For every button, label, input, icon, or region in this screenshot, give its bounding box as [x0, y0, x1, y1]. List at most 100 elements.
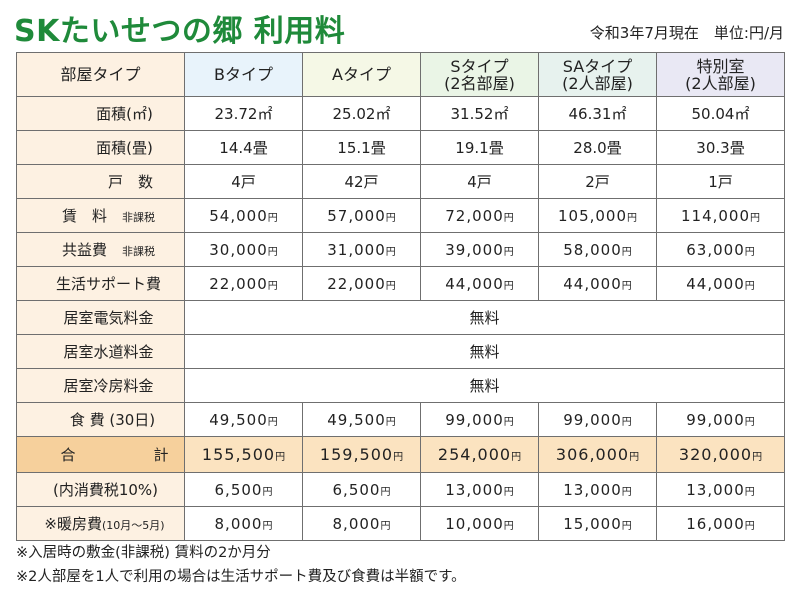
yen-unit: 円	[380, 520, 391, 532]
cell: 8,000円	[302, 506, 421, 541]
yen-unit: 円	[511, 452, 522, 463]
amount: 57,000	[327, 206, 386, 225]
amount: 155,500	[201, 445, 276, 464]
row-water: 居室水道料金 無料	[16, 334, 785, 369]
amount: 44,000	[686, 274, 745, 293]
row-label-text: 共益費	[61, 241, 107, 259]
amount: 99,000	[563, 410, 622, 429]
yen-unit: 円	[267, 416, 278, 428]
yen-unit: 円	[503, 416, 514, 428]
amount: 22,000	[327, 274, 386, 293]
cell: 46.31㎡	[538, 96, 657, 131]
cell: 13,000円	[538, 472, 657, 507]
cell: 50.04㎡	[656, 96, 785, 131]
footnote-single-use: ※2人部屋を1人で利用の場合は生活サポート費及び食費は半額です。	[16, 569, 466, 585]
amount: 39,000	[445, 240, 504, 259]
amount: 99,000	[686, 410, 745, 429]
row-common-fee: 共益費 非課税 30,000円 31,000円 39,000円 58,000円 …	[16, 232, 785, 267]
cell: 57,000円	[302, 198, 421, 233]
yen-unit: 円	[267, 280, 278, 292]
row-rent: 賃 料 非課税 54,000円 57,000円 72,000円 105,000円…	[16, 198, 785, 233]
cell: 72,000円	[420, 198, 539, 233]
cell: 4戸	[420, 164, 539, 199]
tax-status: 非課税	[122, 211, 156, 224]
yen-unit: 円	[267, 212, 278, 224]
amount: 10,000	[445, 514, 504, 533]
cell: 14.4畳	[184, 130, 303, 165]
cell: 99,000円	[538, 402, 657, 437]
amount: 63,000	[686, 240, 745, 259]
cell-total: 306,000円	[538, 436, 657, 473]
amount: 49,500	[327, 410, 386, 429]
row-label-rent: 賃 料 非課税	[16, 198, 185, 233]
cell-total: 320,000円	[656, 436, 785, 473]
total-label-right: 計	[153, 446, 169, 464]
amount: 105,000	[557, 206, 628, 225]
row-cooling: 居室冷房料金 無料	[16, 368, 785, 403]
header-room-type: 部屋タイプ	[16, 52, 185, 97]
header-sa-line2: (2人部屋)	[562, 73, 633, 93]
row-label: 居室水道料金	[16, 334, 185, 369]
fee-table: 部屋タイプ Bタイプ Aタイプ Sタイプ (2名部屋) SAタイプ (2人部屋) 特…	[16, 52, 785, 541]
row-label-text: 賃 料	[61, 207, 107, 225]
row-label: 居室電気料金	[16, 300, 185, 335]
cell-total: 155,500円	[184, 436, 303, 473]
cell: 63,000円	[656, 232, 785, 267]
cell: 39,000円	[420, 232, 539, 267]
cell: 25.02㎡	[302, 96, 421, 131]
table-header-row: 部屋タイプ Bタイプ Aタイプ Sタイプ (2名部屋) SAタイプ (2人部屋) 特…	[16, 52, 785, 97]
cell: 22,000円	[184, 266, 303, 301]
yen-unit: 円	[621, 486, 632, 498]
yen-unit: 円	[744, 416, 755, 428]
yen-unit: 円	[750, 212, 761, 224]
yen-unit: 円	[621, 520, 632, 532]
amount: 254,000	[437, 445, 512, 464]
amount: 30,000	[209, 240, 268, 259]
row-label: 戸 数	[16, 164, 185, 199]
amount: 16,000	[686, 514, 745, 533]
yen-unit: 円	[621, 246, 632, 258]
yen-unit: 円	[267, 246, 278, 258]
cell: 31.52㎡	[420, 96, 539, 131]
cell: 54,000円	[184, 198, 303, 233]
yen-unit: 円	[621, 280, 632, 292]
yen-unit: 円	[503, 280, 514, 292]
row-area-m2: 面積(㎡) 23.72㎡ 25.02㎡ 31.52㎡ 46.31㎡ 50.04㎡	[16, 96, 785, 131]
amount: 13,000	[563, 480, 622, 499]
cell: 105,000円	[538, 198, 657, 233]
cell: 58,000円	[538, 232, 657, 267]
header-s-line2: (2名部屋)	[444, 73, 515, 93]
yen-unit: 円	[380, 486, 391, 498]
header-special-room: 特別室 (2人部屋)	[656, 52, 785, 97]
amount: 15,000	[563, 514, 622, 533]
cell: 23.72㎡	[184, 96, 303, 131]
row-label: 面積(㎡)	[16, 96, 185, 131]
yen-unit: 円	[262, 520, 273, 532]
cell: 99,000円	[656, 402, 785, 437]
header-sp-line1: 特別室	[696, 56, 745, 76]
cell-total: 159,500円	[302, 436, 421, 473]
yen-unit: 円	[629, 452, 640, 463]
total-label-left: 合	[60, 446, 76, 464]
row-label: 生活サポート費	[16, 266, 185, 301]
cell: 49,500円	[184, 402, 303, 437]
amount: 22,000	[209, 274, 268, 293]
heating-period: (10月〜5月)	[101, 519, 165, 532]
row-total: 合計 155,500円 159,500円 254,000円 306,000円 3…	[16, 436, 785, 473]
header-a-type: Aタイプ	[302, 52, 421, 97]
amount: 44,000	[445, 274, 504, 293]
amount: 13,000	[445, 480, 504, 499]
yen-unit: 円	[393, 452, 404, 463]
amount: 6,500	[332, 480, 381, 499]
cell: 42戸	[302, 164, 421, 199]
row-label: 食 費 (30日)	[16, 402, 185, 437]
row-heating: ※暖房費(10月〜5月) 8,000円 8,000円 10,000円 15,00…	[16, 506, 785, 541]
cell: 8,000円	[184, 506, 303, 541]
cell: 4戸	[184, 164, 303, 199]
yen-unit: 円	[503, 212, 514, 224]
header-s-type: Sタイプ (2名部屋)	[420, 52, 539, 97]
amount: 49,500	[209, 410, 268, 429]
cell: 6,500円	[302, 472, 421, 507]
amount: 306,000	[555, 445, 630, 464]
cell: 30.3畳	[656, 130, 785, 165]
